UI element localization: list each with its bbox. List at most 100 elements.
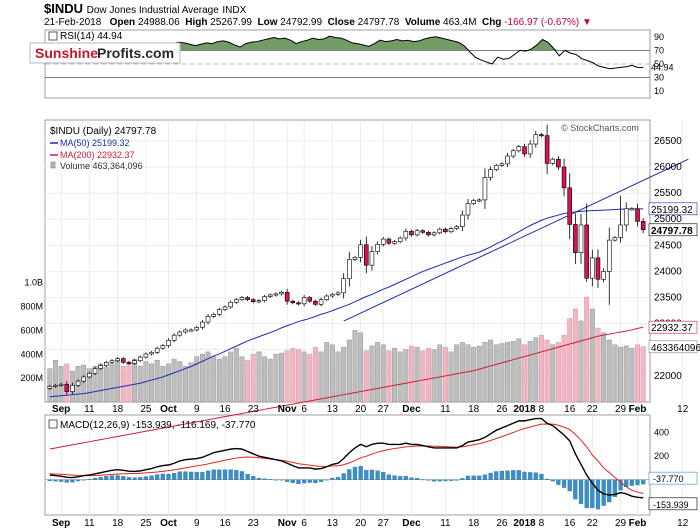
candle-body (347, 259, 352, 280)
macd-histogram-bar (522, 471, 527, 480)
macd-histogram-bar (81, 479, 86, 481)
volume-bar (182, 366, 188, 403)
macd-histogram-bar (239, 471, 245, 480)
candle-body (256, 300, 262, 303)
candle-body (477, 199, 482, 202)
volume-bar (149, 363, 155, 403)
macd-x-axis-label: 25 (140, 518, 152, 529)
candle-body (437, 228, 443, 234)
candle-body (584, 224, 589, 279)
volume-bar (601, 332, 607, 403)
volume-bar (256, 351, 262, 403)
macd-histogram-bar (454, 479, 459, 481)
brand-box (29, 42, 181, 64)
macd-x-axis-label: 23 (248, 518, 260, 529)
volume-bar (120, 366, 126, 403)
volume-bar (137, 366, 143, 403)
macd-histogram-bar (550, 479, 555, 482)
candle-body (590, 257, 595, 279)
candle-body (448, 228, 454, 233)
x-axis-label: Sep (52, 404, 70, 415)
macd-histogram-bar (279, 479, 284, 481)
volume-tick-label: 200M (20, 373, 43, 383)
high-label: High (185, 17, 208, 28)
candle-body (578, 224, 584, 253)
candle-body (460, 214, 465, 227)
macd-histogram-bar (544, 478, 550, 480)
x-axis-label: 8 (539, 404, 545, 415)
brand-sunshine: Sunshine (35, 45, 98, 61)
volume-tick-label: 600M (20, 325, 43, 335)
macd-line (49, 417, 644, 499)
x-axis-label: 18 (112, 404, 124, 415)
volume-bar (397, 351, 403, 403)
candle-body (290, 300, 296, 304)
candle-body (188, 329, 194, 332)
candle-body (115, 358, 120, 362)
candle-body (313, 300, 318, 305)
rsi-last-label: 44.94 (651, 62, 674, 72)
volume-bar (640, 346, 646, 403)
candle-body (262, 296, 267, 301)
macd-histogram-bar (87, 478, 92, 480)
candle-body (211, 313, 216, 317)
macd-histogram-bar (567, 479, 572, 492)
macd-histogram-bar (641, 479, 646, 485)
macd-x-axis-label: 11 (84, 518, 95, 529)
macd-histogram-bar (121, 476, 126, 480)
rsi-tick-label: 50 (654, 59, 664, 69)
x-axis-label: 11 (84, 404, 95, 415)
volume-bar (375, 342, 381, 403)
macd-histogram-bar (324, 479, 329, 481)
volume-bar (612, 344, 618, 403)
macd-x-axis-label: Dec (402, 518, 421, 529)
volume-bar (115, 360, 121, 403)
volume-bar (250, 354, 256, 403)
candle-body (380, 238, 386, 245)
rsi-collapse-icon[interactable] (48, 31, 58, 41)
x-axis-label: 16 (564, 404, 576, 415)
close-value-label-box (648, 223, 698, 237)
open-label: Open (109, 17, 136, 28)
macd-histogram-bar (505, 470, 510, 480)
x-axis-label: 12 (677, 404, 689, 415)
candle-body (414, 230, 420, 236)
volume-bar (262, 356, 268, 403)
candle-body (250, 299, 256, 303)
macd-collapse-icon[interactable] (48, 419, 58, 429)
candle-body (239, 297, 245, 300)
volume-bar (538, 334, 544, 403)
volume-bar (380, 344, 386, 403)
candle-body (171, 334, 177, 341)
macd-histogram-bar (516, 470, 521, 480)
macd-x-axis-label: 13 (327, 518, 339, 529)
ma200-value-label-box (648, 320, 698, 334)
macd-histogram-bar (612, 479, 618, 497)
volume-bar (482, 342, 488, 403)
volume-bar (205, 351, 211, 403)
candle-body (335, 292, 341, 295)
macd-x-axis-label: 20 (355, 518, 367, 529)
macd-histogram-bar (499, 470, 505, 480)
candle-body (228, 301, 233, 308)
macd-histogram-bar (307, 479, 312, 483)
macd-x-axis-label: 8 (539, 518, 545, 529)
macd-hist-value-label-box (648, 471, 698, 485)
candle-body (121, 358, 126, 363)
volume-bar (618, 346, 624, 403)
volume-bar (341, 346, 347, 403)
volume-bar (358, 332, 364, 403)
macd-histogram-bar (398, 476, 403, 480)
macd-histogram-bar (188, 471, 194, 480)
candle-body (527, 143, 533, 155)
volume-bar (296, 349, 301, 403)
macd-x-axis-label: 6 (301, 518, 307, 529)
macd-histogram-bar (301, 479, 307, 484)
macd-histogram-bar (448, 479, 454, 481)
volume-bar (103, 367, 109, 403)
volume-bar (544, 339, 550, 403)
candle-body (245, 297, 250, 300)
volume-bar (199, 354, 205, 403)
macd-x-axis-label: Feb (629, 518, 647, 529)
